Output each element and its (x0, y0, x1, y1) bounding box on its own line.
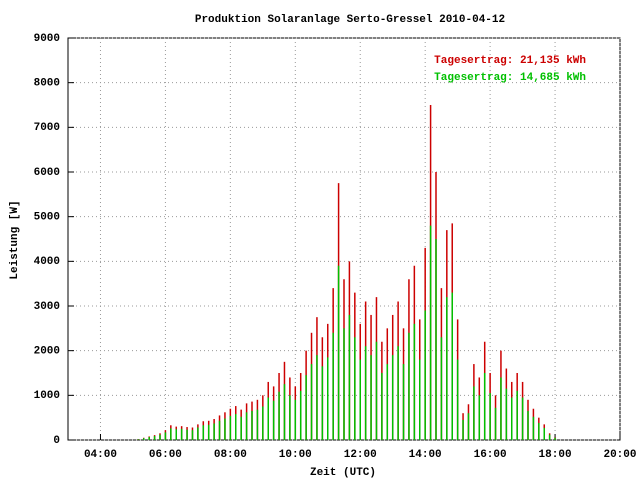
y-tick-label: 9000 (34, 33, 60, 45)
x-tick-label: 08:00 (214, 449, 247, 461)
y-tick-label: 4000 (34, 256, 60, 268)
y-tick-label: 1000 (34, 390, 60, 402)
legend-entry: Tagesertrag: 14,685 kWh (434, 72, 586, 84)
y-tick-label: 7000 (34, 122, 60, 134)
x-tick-label: 10:00 (279, 449, 312, 461)
x-tick-label: 20:00 (603, 449, 636, 461)
y-tick-label: 8000 (34, 78, 60, 90)
x-tick-label: 04:00 (84, 449, 117, 461)
x-tick-label: 14:00 (409, 449, 442, 461)
y-tick-label: 3000 (34, 301, 60, 313)
x-axis-label: Zeit (UTC) (310, 467, 376, 479)
x-tick-label: 16:00 (474, 449, 507, 461)
y-tick-label: 0 (53, 435, 60, 447)
x-tick-label: 06:00 (149, 449, 182, 461)
x-tick-label: 18:00 (539, 449, 572, 461)
y-tick-label: 5000 (34, 212, 60, 224)
y-axis-label: Leistung [W] (9, 200, 21, 279)
x-tick-label: 12:00 (344, 449, 377, 461)
y-tick-label: 2000 (34, 346, 60, 358)
chart-title: Produktion Solaranlage Serto-Gressel 201… (195, 14, 505, 26)
y-tick-label: 6000 (34, 167, 60, 179)
legend-entry: Tagesertrag: 21,135 kWh (434, 55, 586, 67)
